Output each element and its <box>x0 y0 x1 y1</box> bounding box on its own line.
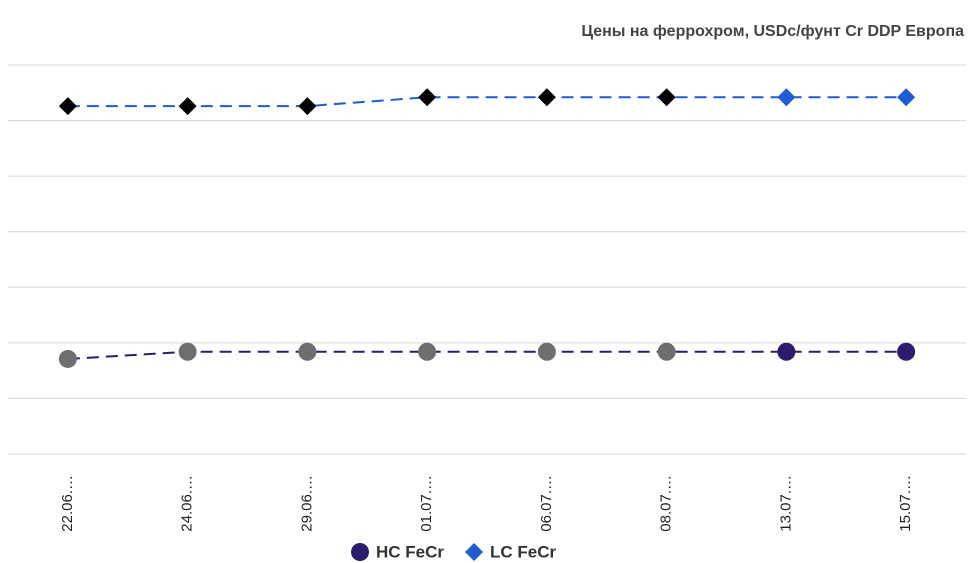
data-point <box>298 97 317 116</box>
legend-label: HC FeCr <box>376 542 444 561</box>
chart-title: Цены на феррохром, USDc/фунт Cr DDP Евро… <box>581 23 964 40</box>
x-tick-label: 22.06.… <box>59 475 76 532</box>
data-point <box>777 88 796 107</box>
x-tick-label: 29.06.… <box>298 475 315 532</box>
data-point <box>58 97 77 116</box>
x-tick-label: 24.06.… <box>179 475 196 532</box>
data-point <box>657 88 676 107</box>
x-tick-label: 08.07.… <box>658 475 675 532</box>
data-point <box>897 342 916 361</box>
data-point <box>537 342 556 361</box>
legend-marker <box>465 543 484 561</box>
data-point <box>537 88 556 107</box>
data-point <box>418 342 437 361</box>
data-point <box>418 88 437 107</box>
data-point <box>777 342 796 361</box>
legend-marker <box>351 543 369 561</box>
series-line <box>67 350 907 360</box>
legend-label: LC FeCr <box>490 542 557 561</box>
x-tick-label: 13.07.… <box>777 475 794 532</box>
data-point <box>897 88 916 107</box>
data-point <box>178 97 197 116</box>
x-tick-label: 06.07.… <box>538 475 555 532</box>
series-line <box>67 96 907 108</box>
data-point <box>298 342 317 361</box>
x-tick-label: 01.07.… <box>418 475 435 532</box>
data-point <box>178 342 197 361</box>
data-point <box>58 349 77 368</box>
data-point <box>657 342 676 361</box>
x-tick-label: 15.07.… <box>897 475 914 532</box>
